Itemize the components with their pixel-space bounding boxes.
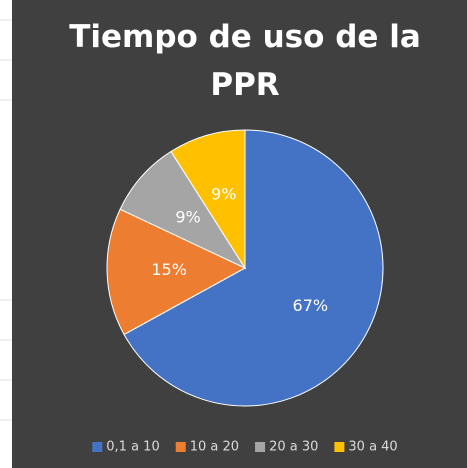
legend-swatch <box>92 442 103 452</box>
legend-label: 0,1 a 10 <box>106 440 159 455</box>
legend-label: 30 a 40 <box>348 440 397 455</box>
data-label: 15% <box>151 260 187 279</box>
chart-title-group: Tiempo de uso de la PPR <box>69 19 421 103</box>
pie: 67% 15% 9% 9% <box>106 129 384 407</box>
sheet-strip <box>0 0 12 468</box>
chart-title: Tiempo de uso de la PPR <box>69 19 421 103</box>
data-label: 67% <box>293 296 329 315</box>
legend-swatch <box>175 442 186 452</box>
pie-slice <box>123 129 384 407</box>
legend-label: 20 a 30 <box>269 440 318 455</box>
legend: 0,1 a 10 10 a 20 20 a 30 30 a 40 <box>92 440 398 455</box>
legend-swatch <box>334 442 345 452</box>
legend-swatch <box>255 442 266 452</box>
pie-slice <box>106 208 247 336</box>
data-label: 9% <box>211 185 236 204</box>
data-label: 9% <box>175 207 200 226</box>
legend-label: 10 a 20 <box>190 440 239 455</box>
pie-slice <box>170 129 246 270</box>
sheet-gridlines <box>0 19 12 421</box>
